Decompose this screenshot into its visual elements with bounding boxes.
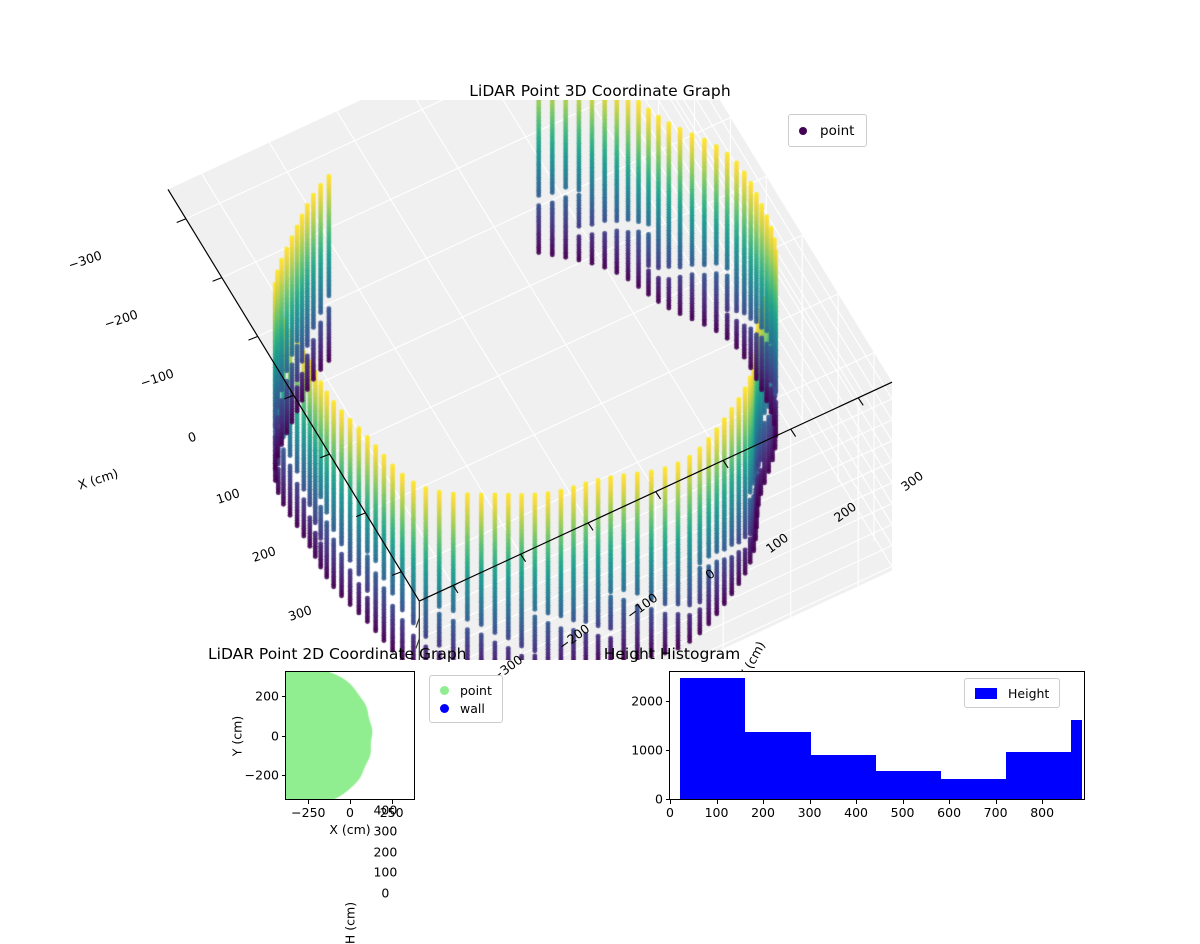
tick-mark <box>903 800 904 804</box>
tick-mark <box>670 800 671 804</box>
plot2d-xlabel: X (cm) <box>329 822 370 837</box>
plot3d-zlabel: H (cm) <box>343 902 358 944</box>
tick-mark <box>308 800 309 804</box>
plot2d-point-cloud <box>286 672 415 800</box>
tick-mark <box>810 800 811 804</box>
histogram-xtick: 200 <box>751 805 775 820</box>
legend-label-point: point <box>460 683 492 698</box>
tick-mark <box>1042 800 1043 804</box>
histogram-xtick: 700 <box>984 805 1008 820</box>
matplotlib-figure: LiDAR Point 3D Coordinate Graph −300 −200… <box>0 0 1200 900</box>
plot3d-ztick: 200 <box>373 844 397 859</box>
histogram-xtick: 500 <box>891 805 915 820</box>
histogram-legend[interactable]: Height <box>964 678 1060 708</box>
histogram-bar <box>876 771 941 799</box>
plot2d-ylabel: Y (cm) <box>230 715 245 755</box>
plot3d-title: LiDAR Point 3D Coordinate Graph <box>0 82 1200 100</box>
histogram-bar <box>745 732 811 799</box>
plot3d-legend[interactable]: point <box>788 114 867 147</box>
plot2d-axes[interactable] <box>285 671 415 800</box>
legend-swatch-height <box>975 688 997 699</box>
plot2d-ytick: −200 <box>245 767 279 782</box>
histogram-bar <box>680 678 745 799</box>
legend-label-point: point <box>820 123 854 139</box>
histogram-ytick: 2000 <box>631 694 663 709</box>
tick-mark <box>350 800 351 804</box>
tick-mark <box>282 736 286 737</box>
legend-entry-wall: wall <box>440 701 485 716</box>
plot3d-axes <box>150 100 910 660</box>
histogram-ytick: 0 <box>655 792 663 807</box>
histogram-xtick: 600 <box>937 805 961 820</box>
histogram-xtick: 400 <box>844 805 868 820</box>
histogram-xtick: 100 <box>705 805 729 820</box>
tick-mark <box>717 800 718 804</box>
plot3d-xlabel: X (cm) <box>76 466 120 493</box>
histogram-ytick: 1000 <box>631 743 663 758</box>
tick-mark <box>949 800 950 804</box>
plot3d-xtick: −300 <box>66 248 103 273</box>
histogram-bar <box>1006 752 1071 799</box>
plot2d-ytick: 200 <box>255 689 279 704</box>
tick-mark <box>666 701 670 702</box>
histogram-xtick: 800 <box>1030 805 1054 820</box>
tick-mark <box>282 696 286 697</box>
plot3d-ztick: 0 <box>381 886 389 901</box>
legend-label-wall: wall <box>460 701 485 716</box>
tick-mark <box>856 800 857 804</box>
plot3d-axis-lines <box>150 100 910 660</box>
plot3d-ztick: 300 <box>373 823 397 838</box>
plot2d-legend[interactable]: point wall <box>429 675 503 723</box>
histogram-title: Height Histogram <box>0 645 1200 663</box>
legend-marker-point <box>440 686 449 695</box>
tick-mark <box>996 800 997 804</box>
legend-label-height: Height <box>1008 686 1049 701</box>
tick-mark <box>763 800 764 804</box>
histogram-bar <box>941 779 1006 799</box>
legend-marker-point <box>799 127 807 135</box>
tick-mark <box>666 799 670 800</box>
tick-mark <box>392 800 393 804</box>
plot3d-ztick: 100 <box>373 865 397 880</box>
legend-entry-point: point <box>440 683 492 698</box>
legend-marker-wall <box>440 704 449 713</box>
plot2d-xtick: 0 <box>346 805 354 820</box>
histogram-bar <box>811 755 876 799</box>
tick-mark <box>282 775 286 776</box>
tick-mark <box>666 750 670 751</box>
histogram-xtick: 300 <box>798 805 822 820</box>
histogram-xtick: 0 <box>666 805 674 820</box>
plot2d-xtick: 250 <box>380 805 404 820</box>
plot3d-xtick: −200 <box>102 307 139 332</box>
plot2d-ytick: 0 <box>271 728 279 743</box>
histogram-bar <box>1071 720 1082 799</box>
plot2d-xtick: −250 <box>291 805 325 820</box>
